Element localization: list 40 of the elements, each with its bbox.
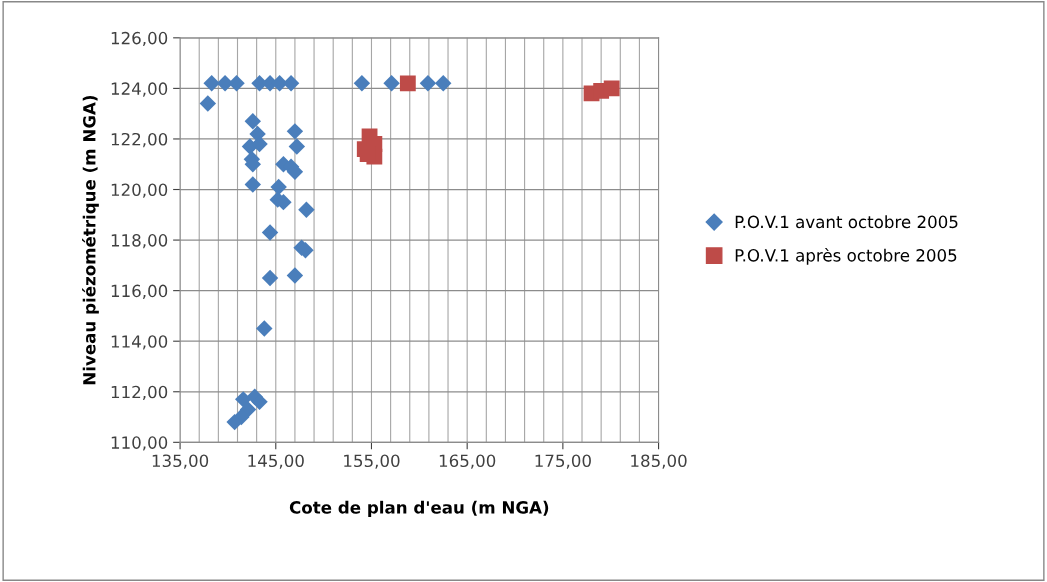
x-tick-label: 145,00 [248,454,304,469]
y-tick-label: 110,00 [111,436,168,451]
y-axis-title: Niveau piézométrique (m NGA) [82,95,99,385]
x-axis-title: Cote de plan d'eau (m NGA) [289,500,549,517]
point [203,75,220,92]
point [603,80,620,97]
y-tick-label: 122,00 [111,132,168,148]
point [256,320,273,337]
point [270,178,287,196]
point [226,413,243,431]
point [251,393,268,411]
point [244,113,262,130]
point [288,138,306,155]
point [286,123,304,140]
x-tick-label: 135,00 [152,454,209,469]
y-tick-label: 118,00 [111,234,168,249]
y-tick-label: 116,00 [111,284,168,299]
legend-label: P.O.V.1 avant octobre 2005 [735,215,958,229]
point [244,176,262,193]
x-tick-label: 165,00 [439,454,496,469]
y-tick-label: 126,00 [111,31,168,47]
legend-label: P.O.V.1 après octobre 2005 [735,248,957,265]
point [261,224,279,241]
y-tick-label: 120,00 [111,183,168,198]
point [383,75,400,92]
point [286,267,304,284]
y-tick-label: 124,00 [111,82,168,97]
point [228,75,245,92]
point [399,75,416,92]
point [353,75,371,92]
x-tick-label: 175,00 [535,454,591,469]
x-tick-label: 185,00 [631,454,687,469]
point [298,201,315,218]
point [419,75,437,92]
point [435,75,452,92]
y-tick-label: 112,00 [111,385,168,401]
y-tick-label: 114,00 [111,335,168,350]
point [199,95,217,112]
x-tick-label: 155,00 [344,454,400,469]
point [261,269,279,287]
